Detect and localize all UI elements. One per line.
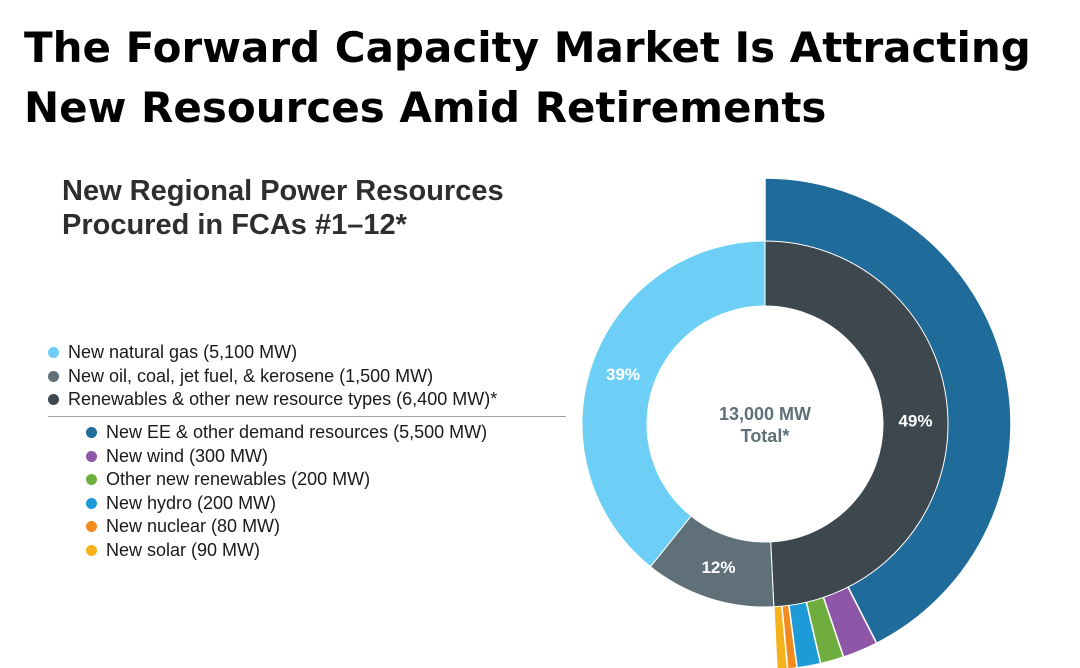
legend-marker (48, 370, 59, 382)
legend-item: Renewables & other new resource types (6… (48, 388, 568, 412)
legend-label: New wind (300 MW) (106, 445, 269, 466)
legend-label: New nuclear (80 MW) (106, 516, 281, 537)
legend-label: New hydro (200 MW) (106, 492, 277, 513)
inner-ring-slice (764, 240, 949, 608)
inner-ring-slice (581, 240, 766, 568)
legend-item: New EE & other demand resources (5,500 M… (48, 421, 568, 445)
legend-label: New natural gas (5,100 MW) (68, 342, 298, 363)
legend-divider (48, 415, 566, 417)
legend-marker (48, 394, 59, 406)
legend-label: New oil, coal, jet fuel, & kerosene (1,5… (68, 365, 434, 386)
legend-marker (48, 347, 59, 359)
legend-item: New natural gas (5,100 MW) (48, 341, 568, 365)
legend-label: Other new renewables (200 MW) (106, 469, 371, 490)
legend-item: New wind (300 MW) (48, 444, 568, 468)
legend-item: New solar (90 MW) (48, 539, 568, 563)
legend-item: New hydro (200 MW) (48, 492, 568, 516)
legend-item: New nuclear (80 MW) (48, 515, 568, 539)
legend-item: Other new renewables (200 MW) (48, 468, 568, 492)
legend-item: New oil, coal, jet fuel, & kerosene (1,5… (48, 365, 568, 389)
center-total-value: 13,000 MW (719, 404, 811, 424)
legend-marker (86, 545, 97, 557)
center-total-caption: Total* (741, 426, 790, 446)
chart-title: New Regional Power Resources Procured in… (62, 175, 504, 241)
legend-label: New solar (90 MW) (106, 540, 261, 561)
slide-title: The Forward Capacity Market Is Attractin… (24, 23, 1031, 132)
legend-marker (86, 450, 97, 462)
legend-label: New EE & other demand resources (5,500 M… (106, 422, 488, 443)
percent-label: 39% (606, 365, 640, 384)
legend-marker (86, 474, 97, 486)
legend-marker (86, 497, 97, 509)
legend-label: Renewables & other new resource types (6… (68, 389, 498, 410)
legend-marker (86, 427, 97, 439)
percent-label: 49% (898, 411, 932, 430)
legend-marker (86, 521, 97, 533)
percent-label: 12% (701, 558, 735, 577)
chart-legend: New natural gas (5,100 MW) New oil, coal,… (48, 341, 568, 562)
